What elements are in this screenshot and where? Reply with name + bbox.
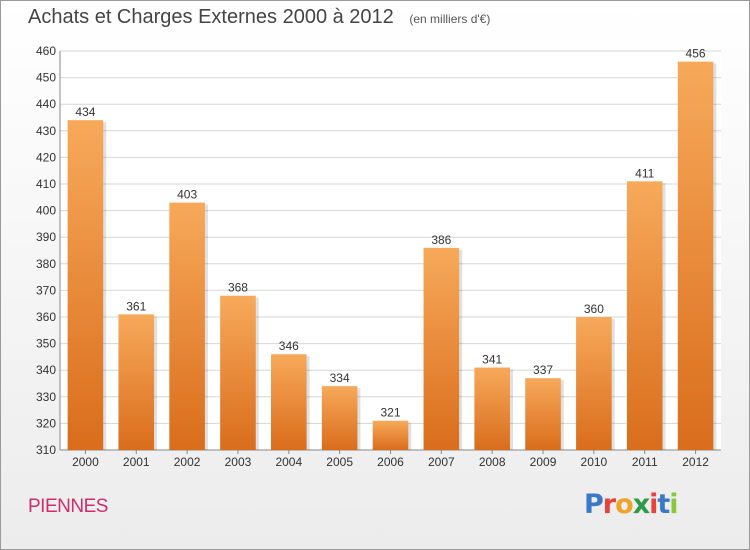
- x-tick-label: 2006: [377, 455, 404, 469]
- logo-letter: x: [632, 489, 650, 520]
- bar: [67, 120, 104, 450]
- y-tick-label: 450: [36, 71, 56, 85]
- x-tick-label: 2012: [682, 455, 709, 469]
- x-tick-label: 2003: [225, 455, 252, 469]
- y-tick-label: 330: [36, 390, 56, 404]
- x-tick-label: 2000: [72, 455, 99, 469]
- data-label: 411: [635, 166, 654, 180]
- bar: [576, 317, 612, 450]
- title-text: Achats et Charges Externes 2000 à 2012: [28, 6, 394, 28]
- x-tick-label: 2010: [581, 455, 608, 469]
- chart-title: Achats et Charges Externes 2000 à 2012 (…: [28, 6, 490, 29]
- y-tick-label: 430: [36, 124, 56, 138]
- x-tick-label: 2007: [428, 455, 455, 469]
- bar: [372, 420, 409, 450]
- chart-subtitle: (en milliers d'€): [409, 12, 491, 26]
- data-label: 346: [279, 339, 299, 353]
- bar: [271, 354, 307, 450]
- y-tick-label: 310: [36, 443, 56, 457]
- y-tick-label: 350: [36, 337, 56, 351]
- x-tick-label: 2002: [174, 455, 201, 469]
- bar: [169, 202, 205, 450]
- data-label: 368: [228, 281, 248, 295]
- place-name: PIENNES: [28, 496, 108, 517]
- y-tick-label: 440: [36, 97, 56, 111]
- logo-letter: o: [615, 489, 634, 520]
- y-tick-label: 420: [36, 150, 56, 164]
- data-label: 403: [177, 188, 197, 202]
- data-label: 456: [686, 47, 706, 61]
- bar: [220, 295, 256, 450]
- data-label: 434: [75, 105, 95, 119]
- y-tick-label: 410: [36, 177, 56, 191]
- data-label: 334: [330, 371, 350, 385]
- logo-letter: r: [602, 489, 616, 520]
- logo-letter: i: [669, 489, 678, 520]
- data-label: 360: [584, 302, 604, 316]
- x-tick-label: 2009: [530, 455, 557, 469]
- logo-letter: i: [649, 489, 658, 520]
- x-tick-label: 2004: [275, 455, 302, 469]
- x-tick-label: 2011: [632, 455, 658, 469]
- x-tick-label: 2008: [479, 455, 506, 469]
- y-tick-label: 390: [36, 230, 56, 244]
- y-tick-label: 400: [36, 204, 56, 218]
- y-tick-label: 460: [36, 44, 56, 58]
- logo-letter: t: [657, 489, 670, 520]
- data-label: 361: [126, 299, 146, 313]
- logo-letter: P: [584, 489, 604, 520]
- y-tick-label: 380: [36, 257, 56, 271]
- bar: [474, 367, 510, 450]
- y-tick-label: 370: [36, 283, 56, 297]
- y-tick-label: 340: [36, 363, 56, 377]
- data-label: 321: [380, 406, 400, 420]
- data-label: 341: [482, 353, 502, 367]
- data-label: 386: [431, 233, 451, 247]
- bar: [423, 247, 460, 450]
- plot-area: [60, 51, 721, 450]
- bar: [525, 378, 561, 450]
- x-tick-label: 2001: [123, 455, 150, 469]
- data-label: 337: [533, 363, 553, 377]
- x-tick-label: 2005: [326, 455, 353, 469]
- bar: [626, 181, 663, 450]
- bar: [118, 314, 155, 450]
- y-tick-label: 320: [36, 416, 56, 430]
- bar: [677, 61, 714, 450]
- proxiti-logo: Proxiti: [584, 489, 679, 520]
- y-tick-label: 360: [36, 310, 56, 324]
- bar: [321, 386, 358, 450]
